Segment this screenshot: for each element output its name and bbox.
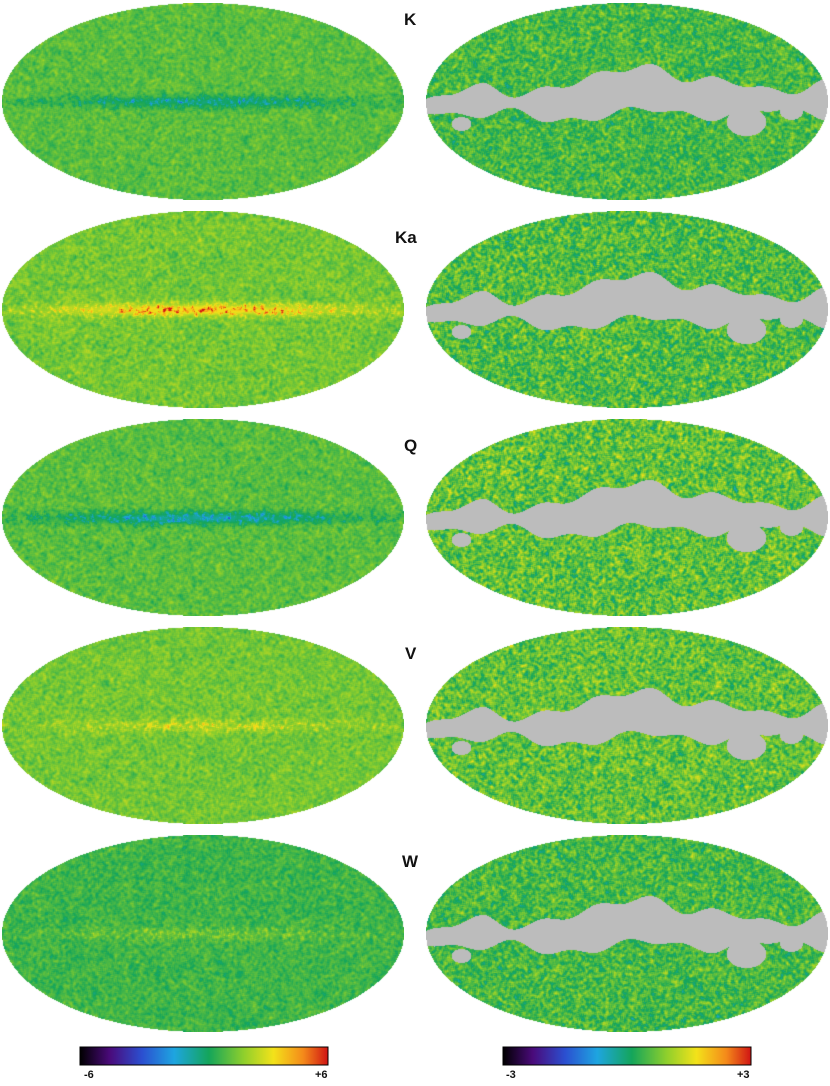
colorbar-left-max: +6 bbox=[315, 1069, 328, 1081]
sky-map-v-full bbox=[2, 627, 404, 824]
sky-map-q-full bbox=[2, 419, 404, 616]
sky-map-w-masked bbox=[426, 835, 828, 1032]
colorbar-left-min: -6 bbox=[84, 1069, 94, 1081]
band-label-w: W bbox=[402, 852, 419, 871]
sky-map-w-full bbox=[2, 835, 404, 1032]
colorbar-right-max: +3 bbox=[737, 1069, 750, 1081]
sky-map-q-masked bbox=[426, 419, 828, 616]
colorbar-left bbox=[79, 1046, 329, 1066]
band-label-v: V bbox=[405, 644, 417, 663]
band-label-ka: Ka bbox=[395, 228, 417, 247]
band-label-q: Q bbox=[404, 436, 418, 455]
band-label-k: K bbox=[404, 10, 417, 29]
sky-map-ka-full bbox=[2, 211, 404, 408]
sky-map-ka-masked bbox=[426, 211, 828, 408]
sky-map-k-full bbox=[2, 3, 404, 200]
sky-map-v-masked bbox=[426, 627, 828, 824]
sky-map-k-masked bbox=[426, 3, 828, 200]
colorbar-right bbox=[502, 1046, 752, 1066]
colorbar-right-min: -3 bbox=[506, 1069, 516, 1081]
